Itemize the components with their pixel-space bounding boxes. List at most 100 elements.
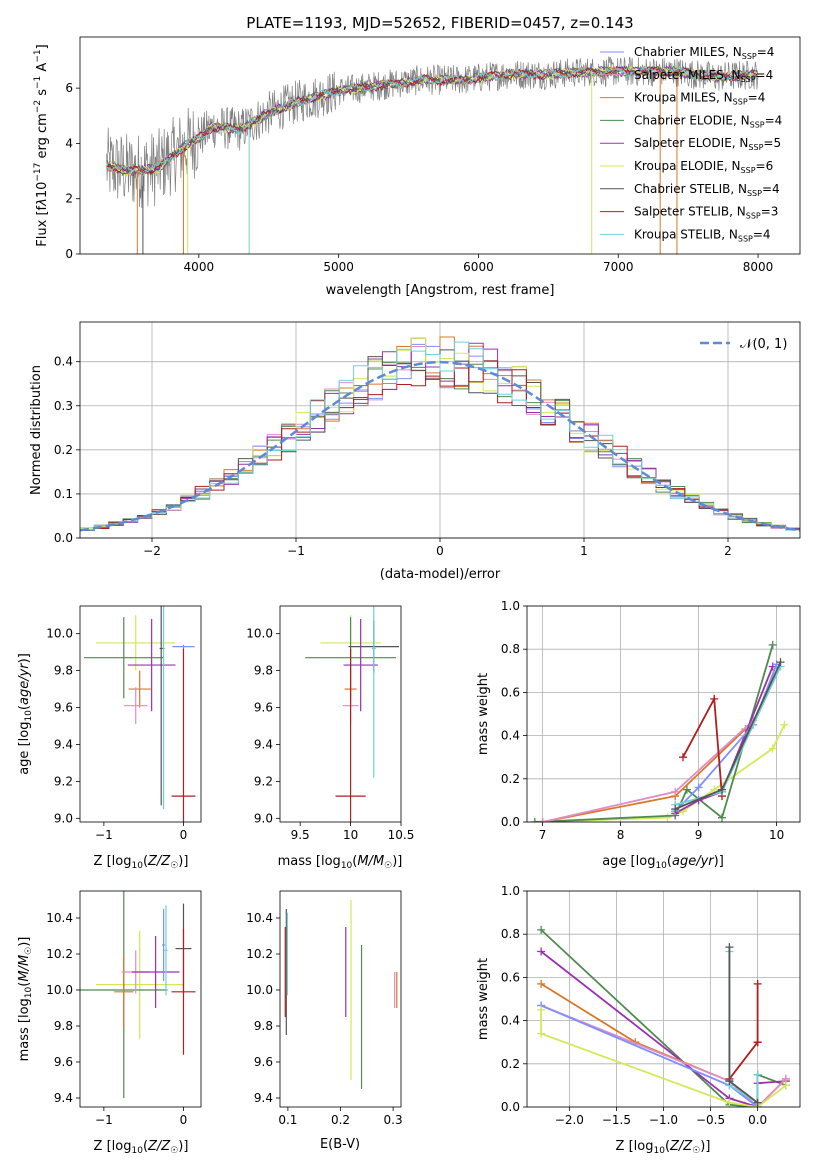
y-axis-label: mass weight xyxy=(476,958,491,1040)
y-tick-label: 2 xyxy=(65,192,73,206)
x-tick-label: 0.2 xyxy=(331,1113,350,1127)
x-axis-label: Z [log10(Z/Z☉)] xyxy=(94,854,189,871)
plot-area xyxy=(106,56,759,254)
y-axis-label: age [log10(age/yr)] xyxy=(17,653,34,775)
x-axis-label: Z [log10(Z/Z☉)] xyxy=(94,1139,189,1156)
x-tick-label: 0 xyxy=(180,1113,188,1127)
y-axis-label: Normed distribution xyxy=(29,365,44,495)
weight-marker xyxy=(530,818,539,822)
legend-entry: Kroupa MILES, NSSP=4 xyxy=(634,91,765,107)
y-tick-label: 0.2 xyxy=(54,443,73,457)
x-axis-label: mass [log10(M/M☉)] xyxy=(278,854,403,871)
legend-entry: Chabrier ELODIE, NSSP=4 xyxy=(634,113,782,129)
y-tick-label: 9.6 xyxy=(254,1055,273,1069)
y-tick-label: 4 xyxy=(65,136,73,150)
weight-marker xyxy=(537,925,546,934)
weight-marker xyxy=(753,1070,762,1079)
y-tick-label: 0.0 xyxy=(501,815,520,829)
weight-marker xyxy=(710,694,719,703)
plot-area xyxy=(80,336,800,532)
weight-line xyxy=(674,666,774,815)
x-tick-label: −1 xyxy=(287,544,305,558)
weight-marker xyxy=(538,818,547,822)
axes-frame xyxy=(526,605,801,823)
y-tick-label: 9.8 xyxy=(54,1019,73,1033)
y-tick-label: 9.8 xyxy=(54,664,73,678)
weight-marker xyxy=(671,805,680,814)
weight-marker xyxy=(679,753,687,762)
weight-marker xyxy=(537,979,546,988)
weight-marker xyxy=(753,979,762,988)
age-vs-Z-panel: −1 0 9.0 9.2 9.4 9.6 9.8 10.0 Z [log10(Z/Z☉)] age… xyxy=(17,605,202,871)
legend-entry: Chabrier STELIB, NSSP=4 xyxy=(634,182,780,198)
residuals-panel: −2 −1 0 1 2 0.0 0.1 0.2 0.3 0.4 (data-model)/error… xyxy=(29,321,801,582)
y-tick-label: 9.6 xyxy=(254,701,273,715)
axes-frame xyxy=(79,605,202,823)
axes-frame xyxy=(79,890,202,1108)
y-tick-label: 0.6 xyxy=(501,970,520,984)
y-tick-label: 10.4 xyxy=(46,911,73,925)
y-tick-label: 9.0 xyxy=(254,811,273,825)
x-tick-label: 1 xyxy=(580,544,588,558)
plot-area xyxy=(284,900,398,1089)
model-spectrum xyxy=(106,65,758,176)
x-tick-label: −1 xyxy=(95,1113,113,1127)
x-tick-label: 9.5 xyxy=(291,828,310,842)
y-tick-label: 0 xyxy=(65,247,73,261)
plot-area xyxy=(83,606,196,822)
x-tick-label: −2 xyxy=(143,544,161,558)
x-tick-label: 7000 xyxy=(603,260,634,274)
legend-entry: Chabrier MILES, NSSP=4 xyxy=(634,45,774,61)
y-tick-label: 9.4 xyxy=(54,737,73,751)
x-tick-label: 0.0 xyxy=(748,1113,767,1127)
weight-line xyxy=(728,983,759,1080)
weight-marker xyxy=(776,658,785,667)
weight-vs-age-panel: 7 8 9 10 0.0 0.2 0.4 0.6 0.8 1.0 age [log10(age/yr… xyxy=(476,599,801,871)
weight-line xyxy=(540,950,786,1107)
y-tick-label: 1.0 xyxy=(501,599,520,613)
weight-marker xyxy=(537,947,546,956)
y-axis-label: mass [log10(M/M☉)] xyxy=(17,937,34,1062)
plot-area xyxy=(530,640,789,822)
y-tick-label: 1.0 xyxy=(501,884,520,898)
y-tick-label: 9.2 xyxy=(54,774,73,788)
x-tick-label: 8 xyxy=(617,828,625,842)
weight-line xyxy=(728,951,759,1105)
x-tick-label: −1.5 xyxy=(602,1113,631,1127)
x-tick-label: 9 xyxy=(695,828,703,842)
weight-line xyxy=(534,644,774,822)
age-vs-mass-panel: 9.5 10 10.5 9.0 9.2 9.4 9.6 9.8 10.0 mass [log10(… xyxy=(246,605,415,871)
legend-entry: Salpeter ELODIE, NSSP=5 xyxy=(634,136,781,152)
x-tick-label: 10.5 xyxy=(388,828,415,842)
weight-marker xyxy=(694,783,703,792)
legend-entry: Kroupa STELIB, NSSP=4 xyxy=(634,227,771,243)
weight-marker xyxy=(768,744,777,753)
y-tick-label: 10.2 xyxy=(246,947,273,961)
y-tick-label: 0.4 xyxy=(501,1014,520,1028)
model-spectrum xyxy=(106,65,758,176)
y-tick-label: 9.4 xyxy=(254,1091,273,1105)
x-tick-label: 0.3 xyxy=(384,1113,403,1127)
y-tick-label: 9.4 xyxy=(254,737,273,751)
x-tick-label: 0.1 xyxy=(278,1113,297,1127)
weight-marker xyxy=(671,787,680,796)
weight-line xyxy=(540,929,787,1107)
weight-marker xyxy=(725,1077,734,1086)
weight-line xyxy=(728,947,759,1104)
x-tick-label: 4000 xyxy=(184,260,215,274)
weight-marker xyxy=(781,1081,790,1090)
mass-vs-Z-panel: −1 0 9.4 9.6 9.8 10.0 10.2 10.4 Z [log10(Z/Z☉)] m… xyxy=(17,890,202,1156)
gaussian-curve xyxy=(80,360,800,532)
y-tick-label: 0.6 xyxy=(501,685,520,699)
y-tick-label: 10.0 xyxy=(246,983,273,997)
weight-marker xyxy=(780,720,789,729)
weight-line xyxy=(542,728,747,822)
y-tick-label: 10.4 xyxy=(246,911,273,925)
y-tick-label: 0.4 xyxy=(54,355,73,369)
y-tick-label: 0.8 xyxy=(501,927,520,941)
y-tick-label: 10.0 xyxy=(246,627,273,641)
y-tick-label: 9.2 xyxy=(254,774,273,788)
axes-frame xyxy=(279,890,402,1108)
x-axis-label: E(B-V) xyxy=(320,1137,360,1152)
